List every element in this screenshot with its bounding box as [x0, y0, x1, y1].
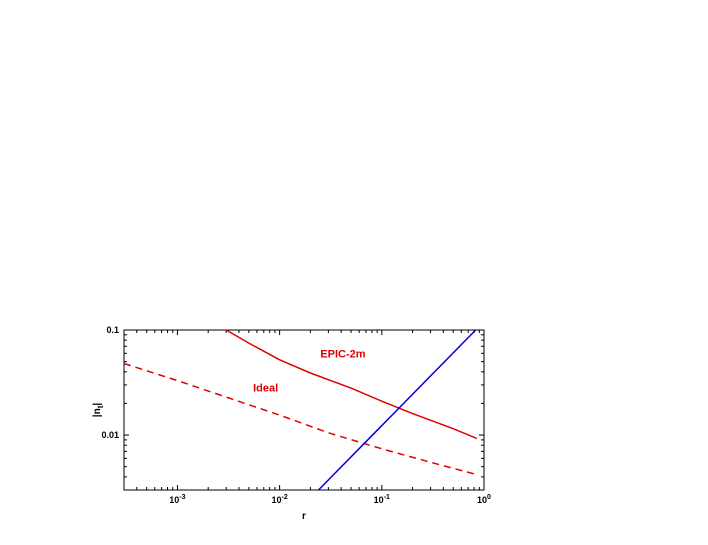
series-line-1 [225, 329, 478, 440]
x-tick-label-exp: -3 [179, 494, 185, 501]
major-ticks [124, 329, 485, 490]
x-tick-label: 10-1 [374, 494, 390, 505]
x-tick-labels: 10-3 10-2 10-1 100 [169, 494, 491, 505]
x-tick-label-base: 10 [374, 495, 384, 505]
x-tick-label-exp: 0 [487, 494, 491, 501]
minor-ticks [123, 330, 484, 491]
x-tick-label-base: 10 [169, 495, 179, 505]
x-tick-label-base: 10 [477, 495, 487, 505]
x-tick-label-exp: -1 [384, 494, 390, 501]
x-tick-label: 10-2 [271, 494, 287, 505]
y-axis-label-end: | [92, 403, 103, 406]
x-tick-label: 100 [477, 494, 491, 505]
x-tick-label-exp: -2 [282, 494, 288, 501]
plot-frame [123, 329, 485, 491]
annotation-label: Ideal [253, 382, 278, 394]
series-group [123, 329, 478, 491]
y-tick-label: 0.01 [101, 430, 119, 440]
annotations: EPIC-2m Ideal [253, 348, 366, 394]
x-tick-label: 10-3 [169, 494, 185, 505]
x-axis-label: r [302, 511, 306, 522]
y-tick-label: 0.1 [106, 325, 119, 335]
y-tick-labels: 0.01 0.1 [101, 325, 119, 440]
x-tick-label-base: 10 [271, 495, 281, 505]
series-line-2 [123, 362, 477, 476]
y-axis-label: |nt| [92, 403, 105, 418]
y-axis-label-base: |n [92, 408, 103, 417]
series-line-3 [317, 329, 477, 491]
y-axis-label-sub: t [96, 405, 105, 408]
annotation-label: EPIC-2m [320, 348, 365, 360]
